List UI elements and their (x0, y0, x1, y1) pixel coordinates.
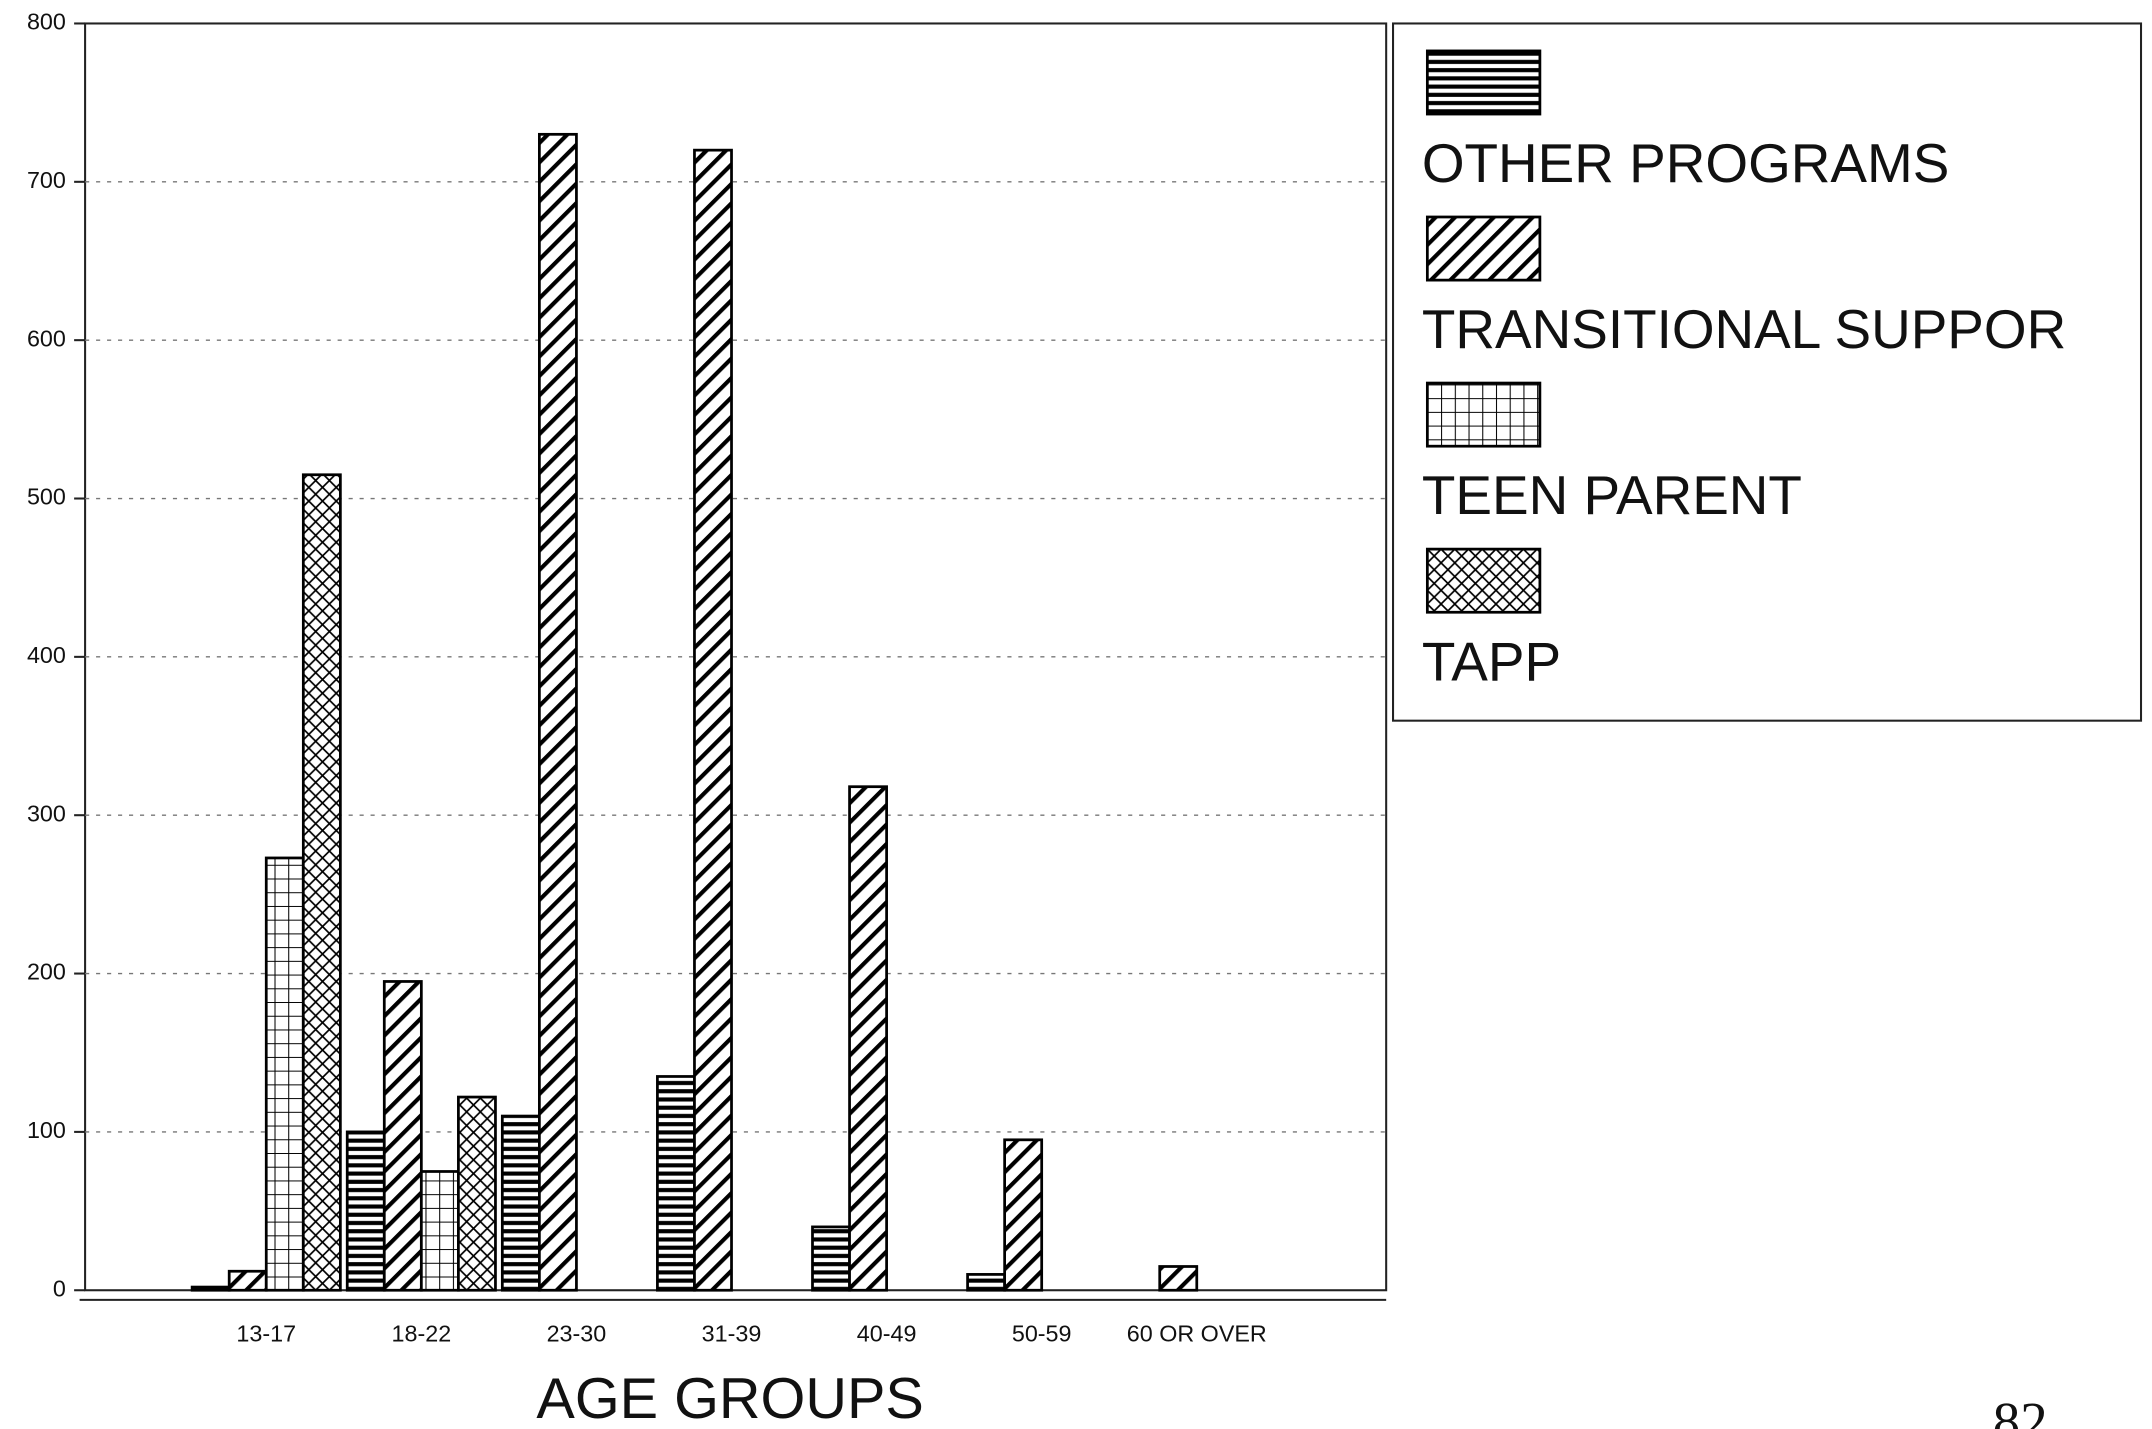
bar (811, 1225, 851, 1292)
y-tick-label: 200 (27, 959, 66, 985)
bar (419, 1170, 460, 1292)
x-tick-label: 18-22 (392, 1321, 452, 1347)
x-axis-label: AGE GROUPS (536, 1367, 923, 1429)
bar (457, 1095, 497, 1292)
bar (966, 1273, 1007, 1292)
page-number: 82 (1993, 1391, 2048, 1429)
bar (190, 1285, 231, 1292)
x-tick-label: 23-30 (547, 1321, 607, 1347)
x-tick-label: 13-17 (236, 1321, 296, 1347)
bar (345, 1130, 386, 1292)
legend-box (1392, 22, 2143, 722)
bar (656, 1075, 696, 1292)
y-tick-label: 400 (27, 642, 66, 668)
bar (537, 132, 578, 1292)
x-tick-label: 50-59 (1012, 1321, 1072, 1347)
bar (301, 473, 342, 1292)
x-tick-label: 31-39 (702, 1321, 762, 1347)
y-tick-label: 500 (27, 484, 66, 510)
legend-swatch (1425, 547, 1542, 614)
legend-swatch (1425, 381, 1542, 448)
legend-swatch (1425, 215, 1542, 282)
bar (264, 856, 305, 1292)
y-tick-label: 800 (27, 9, 66, 35)
legend-label: TAPP (1422, 630, 1561, 692)
y-tick-label: 100 (27, 1117, 66, 1143)
y-tick-label: 600 (27, 325, 66, 351)
legend-label: OTHER PROGRAMS (1422, 132, 1949, 194)
bar (1003, 1138, 1044, 1292)
y-tick-label: 300 (27, 800, 66, 826)
legend-swatch (1425, 49, 1542, 116)
x-tick-label: 60 OR OVER (1127, 1321, 1267, 1347)
bar (227, 1269, 268, 1292)
legend-label: TRANSITIONAL SUPPOR (1422, 298, 2066, 360)
bar (382, 980, 423, 1292)
bar (1158, 1265, 1199, 1292)
bar (848, 785, 888, 1292)
y-tick-label: 0 (53, 1275, 66, 1301)
x-tick-label: 40-49 (857, 1321, 917, 1347)
legend-label: TEEN PARENT (1422, 464, 1802, 526)
bar (500, 1114, 541, 1292)
y-tick-label: 700 (27, 167, 66, 193)
bar (693, 148, 733, 1292)
